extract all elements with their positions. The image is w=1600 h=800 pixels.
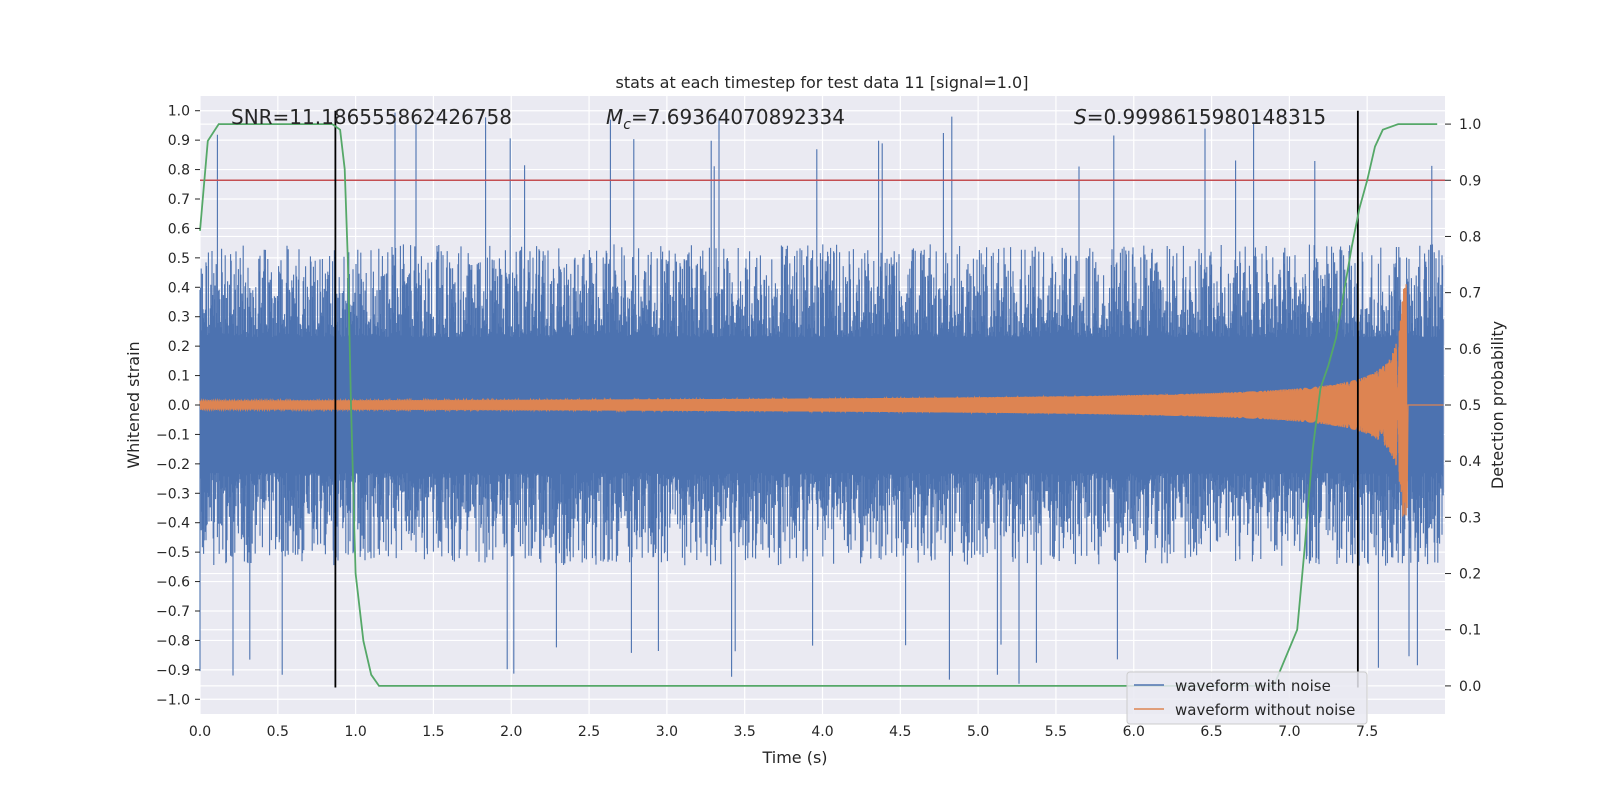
legend: waveform with noise waveform without noi… [1126, 671, 1368, 725]
x-tick-label: 0.0 [189, 724, 211, 740]
y-tick-label: 0.8 [168, 163, 190, 179]
x-tick-label: 5.5 [1045, 724, 1067, 740]
y-tick-label: −0.5 [156, 545, 190, 561]
x-tick-label: 6.5 [1200, 724, 1222, 740]
x-tick-label: 6.0 [1123, 724, 1145, 740]
y-axis-left: 1.0 0.9 0.8 0.7 0.6 0.5 0.4 0.3 0.2 0.1 0.0 −0.1 −0.… [156, 104, 200, 708]
y-tick-label: −0.6 [156, 575, 190, 591]
x-tick-label: 2.0 [500, 724, 522, 740]
y2-tick-label: 0.4 [1459, 454, 1481, 470]
y-tick-label: −0.4 [156, 516, 190, 532]
score-symbol: S [1074, 105, 1087, 129]
y2-tick-label: 0.7 [1459, 286, 1481, 302]
clean-waveform-line [199, 284, 1444, 517]
y-tick-label: 1.0 [168, 104, 190, 120]
x-tick-label: 0.5 [267, 724, 289, 740]
x-axis-label: Time (s) [761, 748, 827, 767]
chirp-mass-annotation: Mc=7.69364070892334 [606, 105, 845, 133]
y-tick-label: −0.7 [156, 604, 190, 620]
overlay-lines [199, 110, 1445, 688]
y-tick-label: −1.0 [156, 692, 190, 708]
y-tick-label: −0.8 [156, 633, 190, 649]
detection-probability-line [199, 123, 1438, 687]
y-tick-label: 0.0 [168, 398, 190, 414]
y-axis-right: 1.0 0.9 0.8 0.7 0.6 0.5 0.4 0.3 0.2 0.1 0.0 [1445, 117, 1481, 695]
chirp-mass-symbol: M [606, 105, 623, 129]
y2-tick-label: 1.0 [1459, 117, 1481, 133]
y-tick-label: 0.7 [168, 192, 190, 208]
y-tick-label: −0.2 [156, 457, 190, 473]
score-annotation: S=0.9998615980148315 [1074, 105, 1326, 129]
score-value: =0.9998615980148315 [1087, 105, 1326, 129]
x-tick-label: 5.0 [967, 724, 989, 740]
x-tick-label: 3.5 [734, 724, 756, 740]
x-tick-label: 2.5 [578, 724, 600, 740]
y-axis-label: Whitened strain [124, 341, 143, 468]
y2-tick-label: 0.1 [1459, 623, 1481, 639]
chirp-mass-value: =7.69364070892334 [631, 105, 845, 129]
y2-tick-label: 0.0 [1459, 679, 1481, 695]
x-axis: 0.0 0.5 1.0 1.5 2.0 2.5 3.0 3.5 4.0 4.5 5.0 5.5 6.0 6… [189, 724, 1378, 740]
legend-label-clean: waveform without noise [1175, 701, 1355, 719]
x-tick-label: 4.0 [811, 724, 833, 740]
y-tick-label: 0.4 [168, 280, 190, 296]
x-tick-label: 3.0 [656, 724, 678, 740]
y2-tick-label: 0.5 [1459, 398, 1481, 414]
y-tick-label: 0.3 [168, 310, 190, 326]
y2-tick-label: 0.9 [1459, 173, 1481, 189]
y2-tick-label: 0.8 [1459, 229, 1481, 245]
y2-tick-label: 0.2 [1459, 567, 1481, 583]
y2-axis-label: Detection probability [1488, 321, 1507, 489]
y-tick-label: 0.1 [168, 369, 190, 385]
y-tick-label: −0.3 [156, 486, 190, 502]
y-tick-label: 0.2 [168, 339, 190, 355]
x-tick-label: 1.5 [422, 724, 444, 740]
x-tick-label: 1.0 [344, 724, 366, 740]
y2-tick-label: 0.3 [1459, 510, 1481, 526]
y-tick-label: −0.1 [156, 427, 190, 443]
y-tick-label: −0.9 [156, 663, 190, 679]
legend-label-noise: waveform with noise [1175, 677, 1331, 695]
snr-annotation: SNR=11.186555862426758 [231, 105, 512, 129]
y-tick-label: 0.6 [168, 221, 190, 237]
x-tick-label: 7.0 [1278, 724, 1300, 740]
y2-tick-label: 0.6 [1459, 342, 1481, 358]
y-tick-label: 0.9 [168, 133, 190, 149]
legend-box [1126, 671, 1368, 725]
chart-title: stats at each timestep for test data 11 … [616, 73, 1029, 92]
y-tick-label: 0.5 [168, 251, 190, 267]
clean-series [199, 284, 1444, 517]
chirp-mass-subscript: c [623, 117, 631, 133]
x-tick-label: 4.5 [889, 724, 911, 740]
x-tick-label: 7.5 [1356, 724, 1378, 740]
